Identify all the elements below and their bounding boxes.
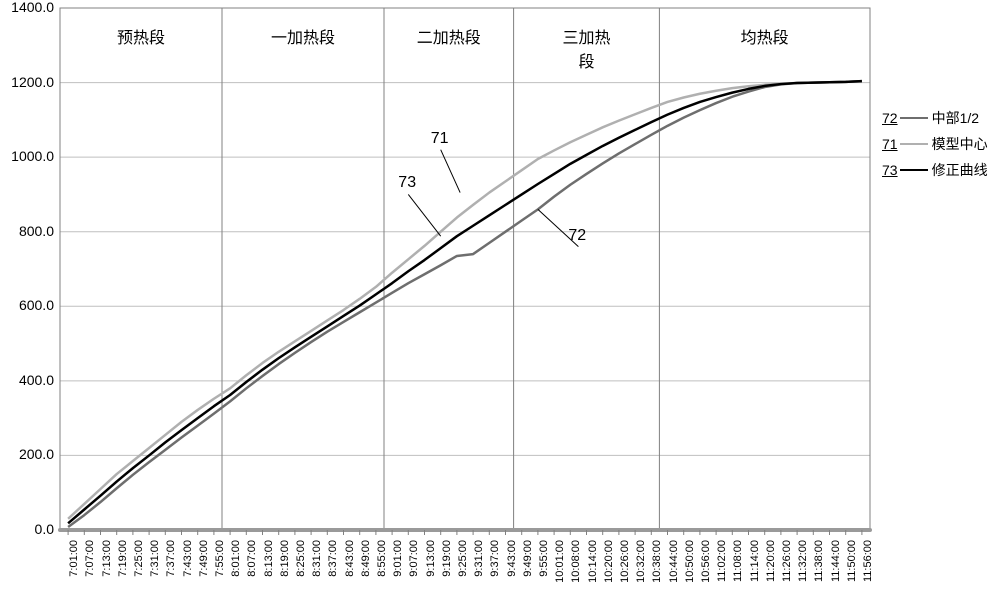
x-tick-label: 9:25:00: [457, 540, 469, 600]
x-tick-label: 9:13:00: [425, 540, 437, 600]
x-tick-label: 7:43:00: [182, 540, 194, 600]
x-tick-label: 11:50:00: [846, 540, 858, 600]
x-tick-label: 9:55:00: [538, 540, 550, 600]
x-tick-label: 9:37:00: [489, 540, 501, 600]
x-tick-label: 9:07:00: [408, 540, 420, 600]
x-tick-label: 8:25:00: [295, 540, 307, 600]
x-tick-label: 11:38:00: [813, 540, 825, 600]
y-tick-label: 200.0: [4, 446, 54, 462]
x-tick-label: 11:20:00: [765, 540, 777, 600]
x-tick-label: 11:02:00: [716, 540, 728, 600]
x-tick-label: 10:14:00: [587, 540, 599, 600]
legend-item-73: 73 修正曲线: [882, 160, 988, 180]
y-tick-label: 600.0: [4, 297, 54, 313]
chart-svg: [0, 0, 1000, 604]
x-tick-label: 11:56:00: [862, 540, 874, 600]
y-tick-label: 0.0: [4, 521, 54, 537]
x-tick-label: 10:08:00: [570, 540, 582, 600]
legend-item-71: 71 模型中心: [882, 134, 988, 154]
x-tick-label: 8:37:00: [327, 540, 339, 600]
x-tick-label: 7:31:00: [149, 540, 161, 600]
y-tick-label: 1400.0: [4, 0, 54, 15]
x-tick-label: 7:13:00: [101, 540, 113, 600]
x-tick-label: 7:55:00: [214, 540, 226, 600]
x-tick-label: 8:43:00: [344, 540, 356, 600]
x-tick-label: 11:26:00: [781, 540, 793, 600]
legend-label: 中部1/2: [932, 108, 979, 128]
x-tick-label: 9:43:00: [506, 540, 518, 600]
x-tick-label: 7:25:00: [133, 540, 145, 600]
x-tick-label: 9:49:00: [522, 540, 534, 600]
x-tick-label: 8:13:00: [263, 540, 275, 600]
x-tick-label: 8:49:00: [360, 540, 372, 600]
callout-71: 71: [431, 130, 449, 148]
y-tick-label: 1000.0: [4, 148, 54, 164]
x-tick-label: 11:32:00: [797, 540, 809, 600]
callout-73: 73: [398, 174, 416, 192]
x-tick-label: 10:56:00: [700, 540, 712, 600]
callout-72: 72: [568, 227, 586, 245]
chart-container: 72 中部1/2 71 模型中心 73 修正曲线 0.0 200.0 400.0 600.0 80…: [0, 0, 1000, 604]
x-tick-label: 11:08:00: [732, 540, 744, 600]
legend-num: 72: [882, 110, 898, 126]
section-label: 二加热段: [409, 24, 489, 48]
legend: 72 中部1/2 71 模型中心 73 修正曲线: [882, 108, 988, 186]
x-tick-label: 10:38:00: [651, 540, 663, 600]
section-label: 一加热段: [263, 24, 343, 48]
x-tick-label: 7:01:00: [68, 540, 80, 600]
section-label: 三加热 段: [547, 24, 627, 72]
x-tick-label: 8:07:00: [246, 540, 258, 600]
section-label: 均热段: [725, 24, 805, 48]
x-tick-label: 8:31:00: [311, 540, 323, 600]
legend-swatch: [900, 117, 928, 119]
x-tick-label: 9:31:00: [473, 540, 485, 600]
y-tick-label: 1200.0: [4, 74, 54, 90]
y-tick-label: 800.0: [4, 223, 54, 239]
x-tick-label: 11:44:00: [830, 540, 842, 600]
x-tick-label: 10:44:00: [668, 540, 680, 600]
legend-label: 模型中心: [932, 134, 988, 154]
legend-label: 修正曲线: [932, 160, 988, 180]
x-tick-label: 10:20:00: [603, 540, 615, 600]
legend-item-72: 72 中部1/2: [882, 108, 988, 128]
x-tick-label: 7:37:00: [165, 540, 177, 600]
y-tick-label: 400.0: [4, 372, 54, 388]
x-tick-label: 10:32:00: [635, 540, 647, 600]
x-tick-label: 8:55:00: [376, 540, 388, 600]
legend-swatch: [900, 169, 928, 171]
legend-num: 73: [882, 162, 898, 178]
x-tick-label: 10:01:00: [554, 540, 566, 600]
section-label: 预热段: [101, 24, 181, 48]
x-tick-label: 8:01:00: [230, 540, 242, 600]
x-tick-label: 10:26:00: [619, 540, 631, 600]
x-tick-label: 8:19:00: [279, 540, 291, 600]
x-tick-label: 11:14:00: [749, 540, 761, 600]
x-tick-label: 7:19:00: [117, 540, 129, 600]
legend-num: 71: [882, 136, 898, 152]
x-tick-label: 10:50:00: [684, 540, 696, 600]
legend-swatch: [900, 143, 928, 145]
x-tick-label: 7:49:00: [198, 540, 210, 600]
x-tick-label: 7:07:00: [84, 540, 96, 600]
x-tick-label: 9:19:00: [441, 540, 453, 600]
x-tick-label: 9:01:00: [392, 540, 404, 600]
